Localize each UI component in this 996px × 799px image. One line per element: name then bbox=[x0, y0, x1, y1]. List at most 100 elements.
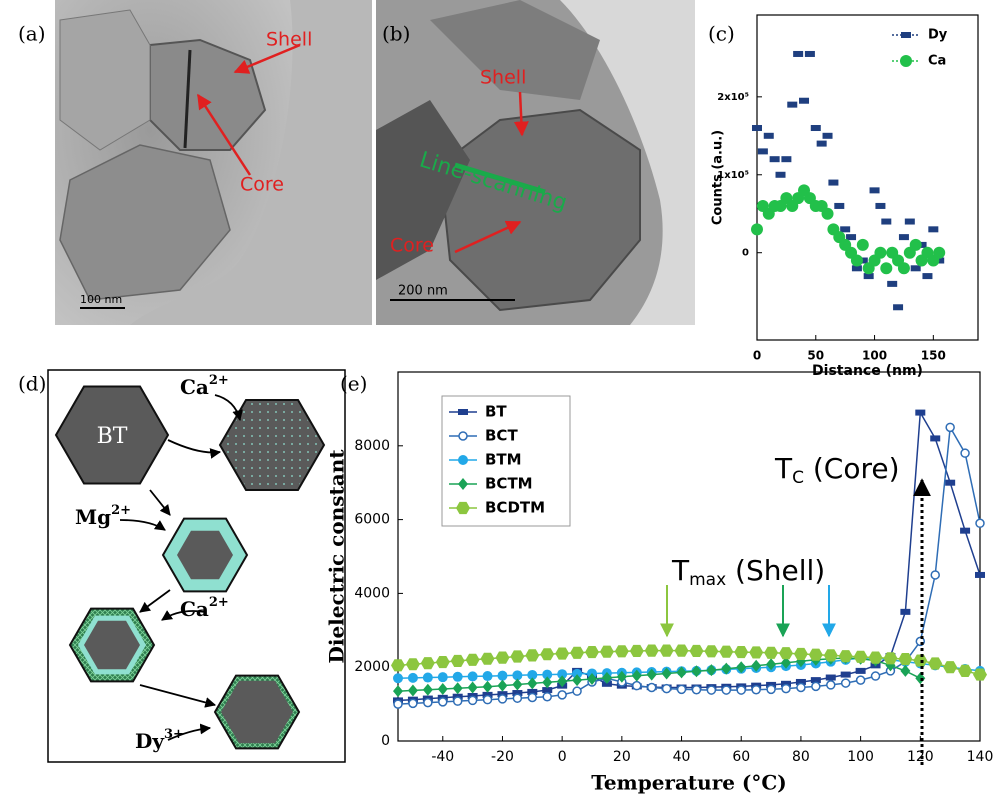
marker bbox=[782, 685, 790, 693]
marker bbox=[393, 685, 403, 697]
legend-marker bbox=[456, 502, 470, 514]
y-tick-label: 2x10⁵ bbox=[717, 92, 749, 103]
marker bbox=[393, 673, 403, 683]
x-tick-label: 100 bbox=[847, 749, 874, 765]
legend-marker bbox=[458, 478, 468, 490]
marker bbox=[453, 672, 463, 682]
marker bbox=[615, 645, 629, 657]
marker bbox=[555, 648, 569, 660]
marker bbox=[749, 646, 763, 658]
marker bbox=[758, 148, 768, 154]
marker bbox=[900, 609, 910, 615]
marker bbox=[857, 676, 865, 684]
marker bbox=[893, 304, 903, 310]
legend-marker bbox=[458, 409, 468, 415]
marker bbox=[512, 679, 522, 691]
marker bbox=[439, 698, 447, 706]
page: Ca2+Mg2+Ca2+Dy3+ 05010015001x10⁵2x10⁵Dis… bbox=[0, 0, 996, 799]
ion-base: Ca bbox=[180, 597, 209, 621]
y-tick-label: 6000 bbox=[354, 512, 390, 528]
marker bbox=[854, 651, 868, 663]
annotation-base: T bbox=[671, 554, 690, 587]
marker bbox=[898, 262, 910, 274]
marker bbox=[856, 668, 866, 674]
annotation: Shell bbox=[266, 29, 312, 51]
x-tick-label: 0 bbox=[753, 349, 761, 363]
marker bbox=[945, 480, 955, 486]
marker bbox=[707, 686, 715, 694]
marker bbox=[497, 671, 507, 681]
ion-charge: 2+ bbox=[111, 503, 131, 518]
marker bbox=[525, 649, 539, 661]
marker bbox=[690, 645, 704, 657]
marker bbox=[933, 247, 945, 259]
marker bbox=[875, 203, 885, 209]
y-axis-title: Counts (a.u.) bbox=[711, 130, 726, 225]
annotation: Tmax (Shell) bbox=[671, 554, 825, 590]
marker bbox=[899, 234, 909, 240]
scale-bar-label: 200 nm bbox=[398, 284, 448, 299]
marker bbox=[915, 672, 925, 684]
marker bbox=[722, 686, 730, 694]
marker bbox=[528, 693, 536, 701]
marker bbox=[648, 683, 656, 691]
marker bbox=[874, 247, 886, 259]
marker bbox=[498, 695, 506, 703]
x-tick-label: 50 bbox=[807, 349, 824, 363]
x-tick-label: -20 bbox=[491, 749, 514, 765]
marker bbox=[692, 686, 700, 694]
annotation-base: T bbox=[774, 452, 793, 485]
marker bbox=[663, 685, 671, 693]
marker bbox=[570, 647, 584, 659]
marker bbox=[887, 281, 897, 287]
y-tick-label: 0 bbox=[381, 733, 390, 749]
legend-marker bbox=[900, 55, 912, 67]
marker bbox=[828, 180, 838, 186]
marker bbox=[915, 410, 925, 416]
x-axis-title: Distance (nm) bbox=[812, 363, 923, 379]
marker bbox=[846, 234, 856, 240]
marker bbox=[737, 686, 745, 694]
marker bbox=[706, 664, 716, 676]
marker bbox=[691, 665, 701, 677]
marker bbox=[734, 646, 748, 658]
marker bbox=[975, 572, 985, 578]
legend-label: Dy bbox=[928, 28, 948, 43]
marker bbox=[827, 681, 835, 689]
marker bbox=[881, 219, 891, 225]
x-tick-label: 40 bbox=[673, 749, 691, 765]
tem-image-a bbox=[55, 0, 372, 325]
legend-marker bbox=[901, 32, 911, 38]
marker bbox=[660, 645, 674, 657]
marker bbox=[880, 262, 892, 274]
marker bbox=[469, 696, 477, 704]
x-tick-label: -40 bbox=[431, 749, 454, 765]
panel-label: (a) bbox=[18, 22, 46, 46]
marker bbox=[851, 255, 863, 267]
annotation: Core bbox=[390, 235, 434, 257]
marker bbox=[793, 51, 803, 57]
marker bbox=[822, 208, 834, 220]
figure: Ca2+Mg2+Ca2+Dy3+ 05010015001x10⁵2x10⁵Dis… bbox=[0, 0, 996, 799]
marker bbox=[872, 672, 880, 680]
chart: 05010015001x10⁵2x10⁵Distance (nm)Counts … bbox=[711, 15, 979, 379]
marker bbox=[943, 661, 957, 673]
legend-label: BTM bbox=[485, 451, 522, 469]
marker bbox=[675, 645, 689, 657]
annotation: Core bbox=[240, 174, 284, 196]
marker bbox=[841, 672, 851, 678]
marker bbox=[922, 273, 932, 279]
x-tick-label: 0 bbox=[558, 749, 567, 765]
marker bbox=[510, 650, 524, 662]
legend-label: Ca bbox=[928, 54, 946, 69]
marker bbox=[408, 684, 418, 696]
marker bbox=[484, 696, 492, 704]
marker bbox=[496, 652, 510, 664]
y-tick-label: 4000 bbox=[354, 585, 390, 601]
marker bbox=[870, 187, 880, 193]
x-tick-label: 100 bbox=[862, 349, 887, 363]
marker bbox=[468, 681, 478, 693]
marker bbox=[704, 645, 718, 657]
marker bbox=[630, 645, 644, 657]
legend-marker bbox=[458, 455, 468, 465]
